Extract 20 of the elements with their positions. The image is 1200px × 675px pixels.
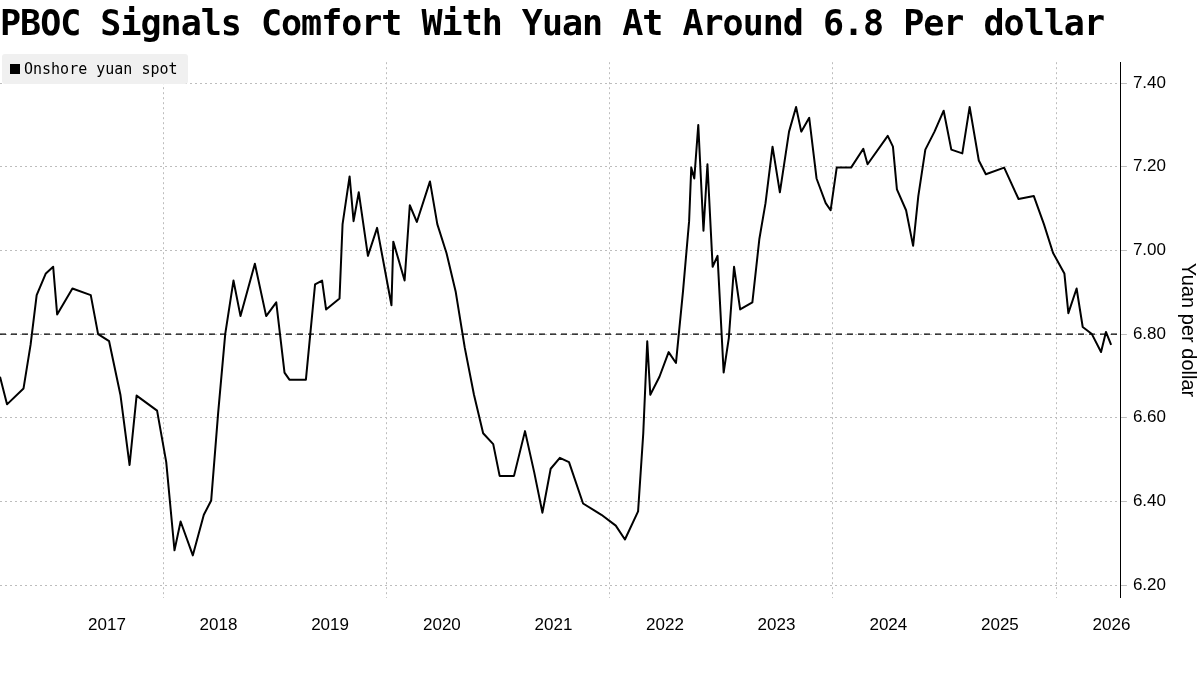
y-tick-label: 6.40: [1132, 491, 1167, 511]
x-tick-label: 2021: [534, 615, 573, 635]
x-tick-label: 2017: [88, 615, 126, 635]
x-tick-label: 2026: [1092, 615, 1131, 635]
y-tick-label: 6.60: [1132, 407, 1167, 427]
y-tick-label: 7.00: [1132, 240, 1167, 260]
y-tick-label: 6.20: [1132, 574, 1167, 594]
y-tick-label: 7.40: [1132, 72, 1167, 92]
x-tick-label: 2023: [757, 615, 796, 635]
x-tick-label: 2018: [199, 615, 238, 635]
x-tick-label: 2024: [869, 615, 908, 635]
chart-title: PBOC Signals Comfort With Yuan At Around 6.8 Per dollar: [0, 2, 1105, 45]
x-tick-label: 2025: [980, 615, 1019, 635]
y-tick-label: 7.20: [1132, 156, 1167, 176]
y-axis-title: Yuan per dollar: [1178, 262, 1200, 398]
legend-label: Onshore yuan spot: [24, 60, 178, 78]
x-tick-label: 2022: [646, 615, 684, 635]
y-tick-label: 6.80: [1132, 323, 1167, 343]
x-tick-label: 2019: [311, 615, 349, 635]
x-tick-label: 2020: [422, 615, 461, 635]
